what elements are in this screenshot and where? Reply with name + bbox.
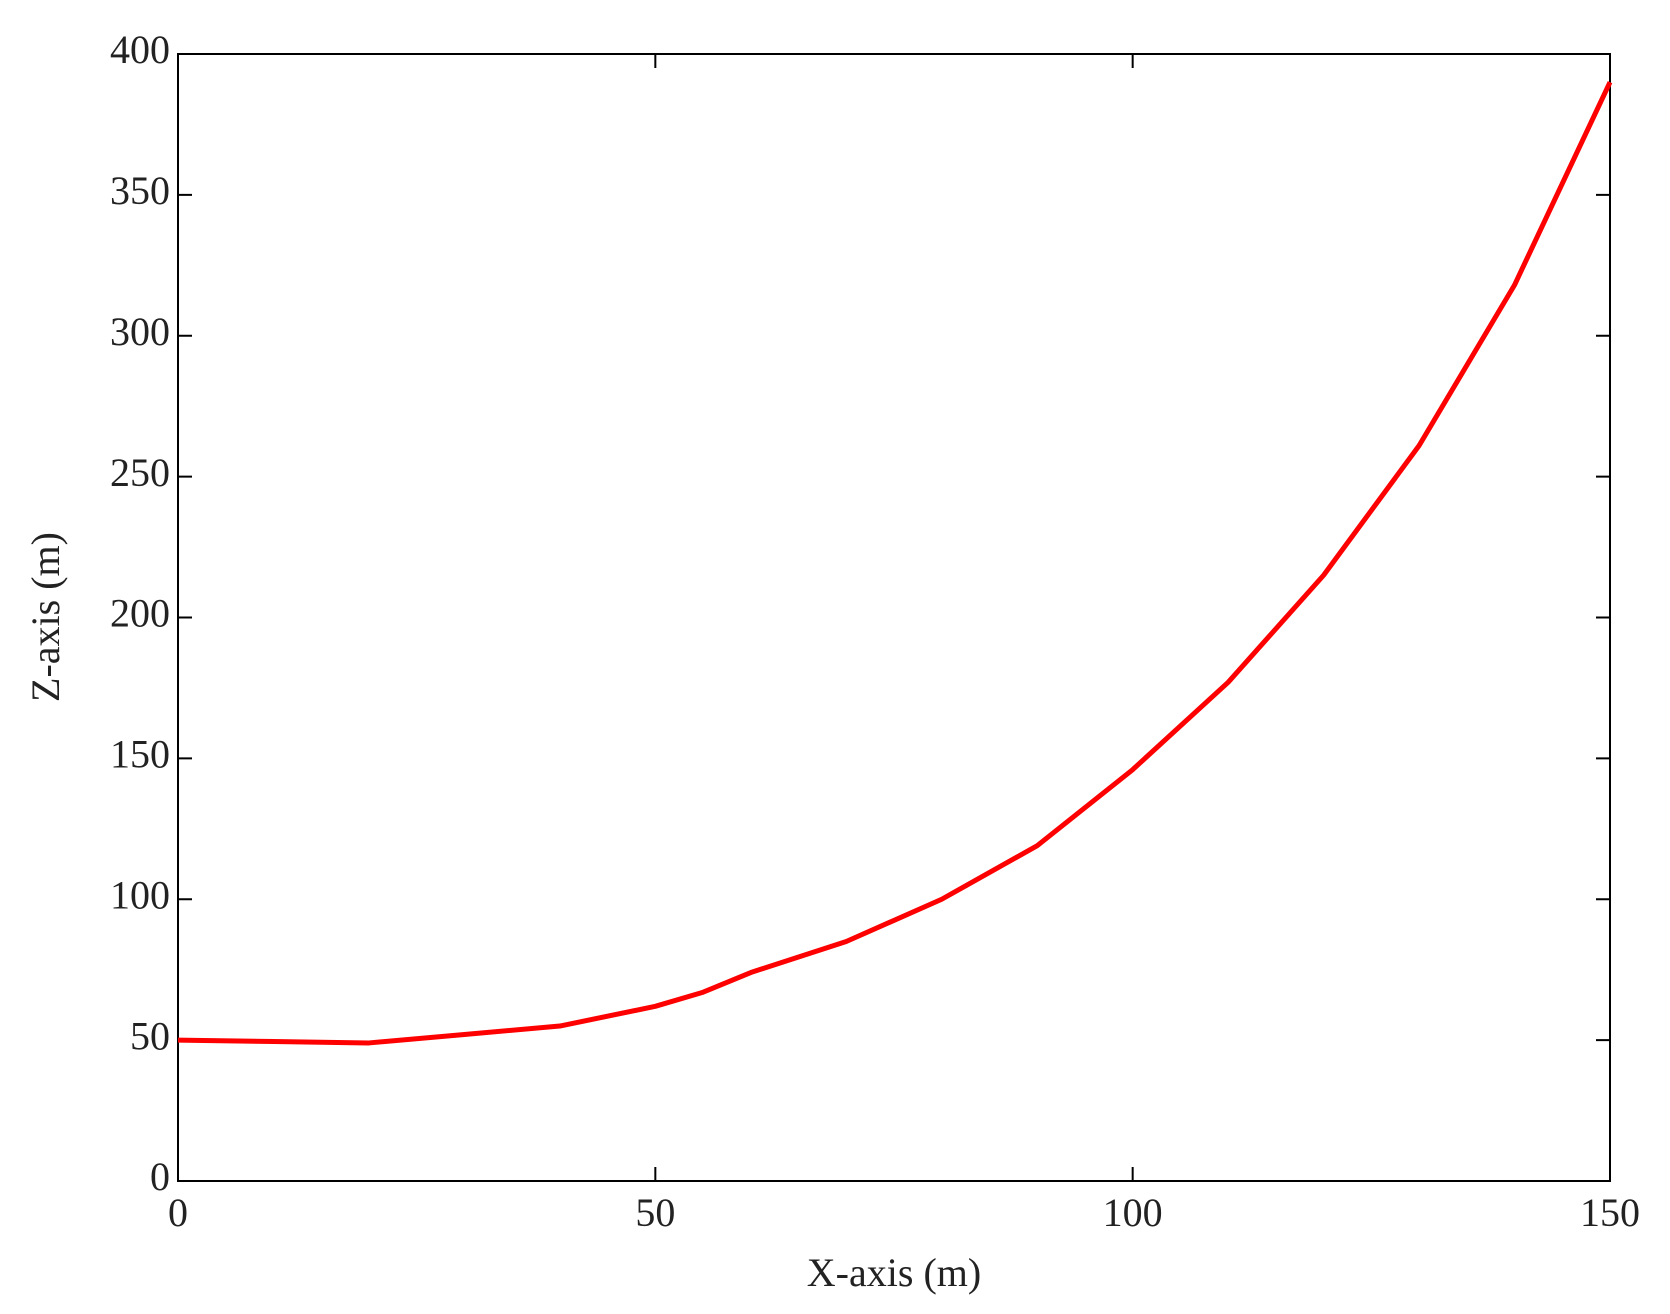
x-axis-label: X-axis (m) bbox=[807, 1250, 981, 1295]
data-line bbox=[177, 81, 1613, 1046]
y-tick-label: 200 bbox=[110, 591, 170, 636]
y-tick-label: 0 bbox=[150, 1154, 170, 1199]
y-tick-label: 150 bbox=[110, 732, 170, 777]
x-tick-label: 100 bbox=[1103, 1190, 1163, 1235]
y-axis-label: Z-axis (m) bbox=[23, 532, 68, 702]
y-tick-label: 400 bbox=[110, 27, 170, 72]
plot-frame bbox=[177, 53, 1611, 1182]
y-tick-label: 300 bbox=[110, 309, 170, 354]
x-tick-label: 0 bbox=[168, 1190, 188, 1235]
x-tick-label: 50 bbox=[635, 1190, 675, 1235]
x-tick-label: 150 bbox=[1580, 1190, 1640, 1235]
y-tick-label: 50 bbox=[130, 1013, 170, 1058]
y-tick-label: 350 bbox=[110, 168, 170, 213]
y-tick-label: 250 bbox=[110, 450, 170, 495]
y-tick-label: 100 bbox=[110, 872, 170, 917]
